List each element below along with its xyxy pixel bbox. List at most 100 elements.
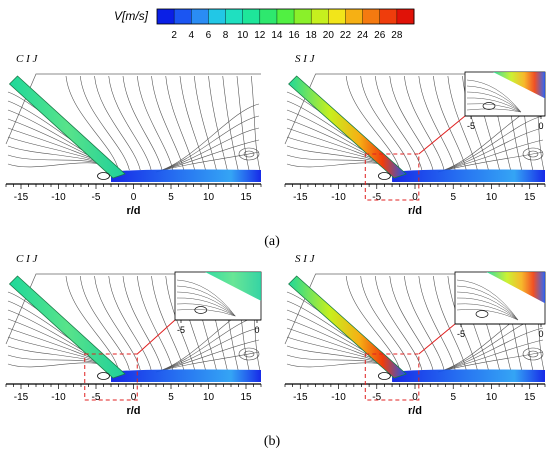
streamline	[165, 75, 195, 171]
colorbar-tick-label: 20	[323, 30, 335, 41]
foot-vortex	[378, 172, 391, 180]
colorbar-swatch	[345, 9, 364, 24]
colorbar-swatch	[276, 9, 295, 24]
streamline	[437, 151, 544, 173]
colorbar-swatch	[311, 9, 329, 24]
inset-streamline	[466, 97, 522, 113]
x-axis-ticks: -15 -10 -5 0 5 10 15 r/d	[284, 184, 546, 217]
x-tick-label: -10	[51, 192, 66, 203]
x-axis-label: r/d	[408, 205, 422, 217]
inset-streamline	[176, 309, 236, 317]
x-tick-label: 5	[168, 192, 174, 203]
x-tick-label: -5	[372, 192, 381, 203]
x-tick-label: 15	[524, 392, 536, 403]
inset-jet	[205, 272, 261, 301]
inset-streamline	[466, 85, 522, 113]
panel-label: S I J	[295, 253, 316, 265]
streamline	[179, 75, 206, 171]
inclined-jet	[8, 275, 126, 379]
inclined-jet	[288, 275, 407, 379]
streamline	[403, 275, 445, 371]
x-tick-label: 10	[486, 392, 498, 403]
streamline	[208, 75, 228, 171]
foot-vortex	[97, 172, 110, 180]
wall-jet	[111, 169, 261, 182]
colorbar-title: V[m/s]	[114, 9, 149, 23]
streamline	[250, 75, 261, 171]
colorbar-tick-label: 6	[206, 30, 212, 41]
colorbar-swatch	[174, 9, 192, 24]
streamline	[389, 275, 434, 371]
colorbar-swatch	[379, 9, 398, 24]
x-tick-label: 5	[450, 392, 456, 403]
colorbar-swatch	[191, 9, 209, 24]
inset-jet	[486, 272, 545, 304]
x-tick-label: -10	[331, 392, 346, 403]
streamline	[403, 75, 445, 171]
inset-jet	[493, 72, 545, 99]
colorbar-swatch	[157, 9, 175, 24]
streamline	[437, 115, 544, 173]
streamline	[155, 339, 260, 373]
foot-vortex	[97, 372, 110, 380]
recirculation-eddy	[238, 147, 260, 161]
colorbar-swatches	[157, 9, 415, 24]
inset-streamline	[176, 279, 236, 317]
inset-tick-label: 0	[538, 329, 543, 339]
streamline	[136, 75, 174, 171]
x-tick-label: 15	[524, 192, 536, 203]
inset-streamline	[456, 303, 519, 321]
inset-vortex	[194, 306, 208, 314]
streamline	[155, 115, 260, 173]
colorbar-swatch	[242, 9, 261, 24]
x-axis-label: r/d	[126, 205, 140, 217]
streamline	[437, 327, 544, 373]
inset-connector	[418, 115, 466, 155]
x-axis-label: r/d	[408, 405, 422, 417]
inset-streamline	[176, 297, 236, 317]
inset-tick-label: -5	[457, 329, 465, 339]
x-tick-label: -5	[92, 192, 101, 203]
streamline	[65, 275, 119, 371]
streamline	[94, 275, 141, 371]
streamline	[437, 127, 544, 173]
highlight-region	[364, 353, 420, 401]
colorbar-swatch	[208, 9, 227, 24]
colorbar-swatch	[362, 9, 381, 24]
x-tick-label: -15	[14, 392, 29, 403]
inset-connector	[418, 323, 456, 355]
recirculation-eddy	[238, 347, 260, 361]
x-tick-label: 5	[450, 192, 456, 203]
streamline	[7, 162, 112, 169]
streamline	[136, 275, 174, 371]
x-tick-label: 15	[240, 192, 252, 203]
colorbar-tick-label: 10	[237, 30, 249, 41]
streamline	[155, 127, 260, 173]
x-tick-label: -15	[14, 192, 29, 203]
colorbar-tick-label: 22	[340, 30, 352, 41]
inset-streamline	[456, 309, 519, 321]
streamline	[437, 139, 544, 173]
wall-jet	[392, 369, 545, 382]
streamline	[165, 275, 195, 371]
x-tick-label: 0	[412, 392, 418, 403]
panel-label: S I J	[295, 53, 316, 65]
x-tick-label: 10	[203, 392, 215, 403]
inset-streamline	[456, 291, 519, 321]
streamline	[374, 275, 423, 371]
streamline	[418, 75, 456, 171]
streamline	[437, 351, 544, 373]
streamline	[7, 362, 112, 369]
inset-tick-label: -5	[467, 121, 475, 131]
x-tick-label: 0	[412, 192, 418, 203]
streamline	[79, 75, 130, 171]
inset-streamline	[176, 291, 236, 317]
x-tick-label: 15	[240, 392, 252, 403]
x-tick-label: -5	[372, 392, 381, 403]
streamline	[389, 75, 434, 171]
x-axis-label: r/d	[126, 405, 140, 417]
caption-a: (a)	[264, 234, 280, 249]
streamline	[236, 75, 250, 171]
panel-label: C I J	[16, 253, 39, 265]
